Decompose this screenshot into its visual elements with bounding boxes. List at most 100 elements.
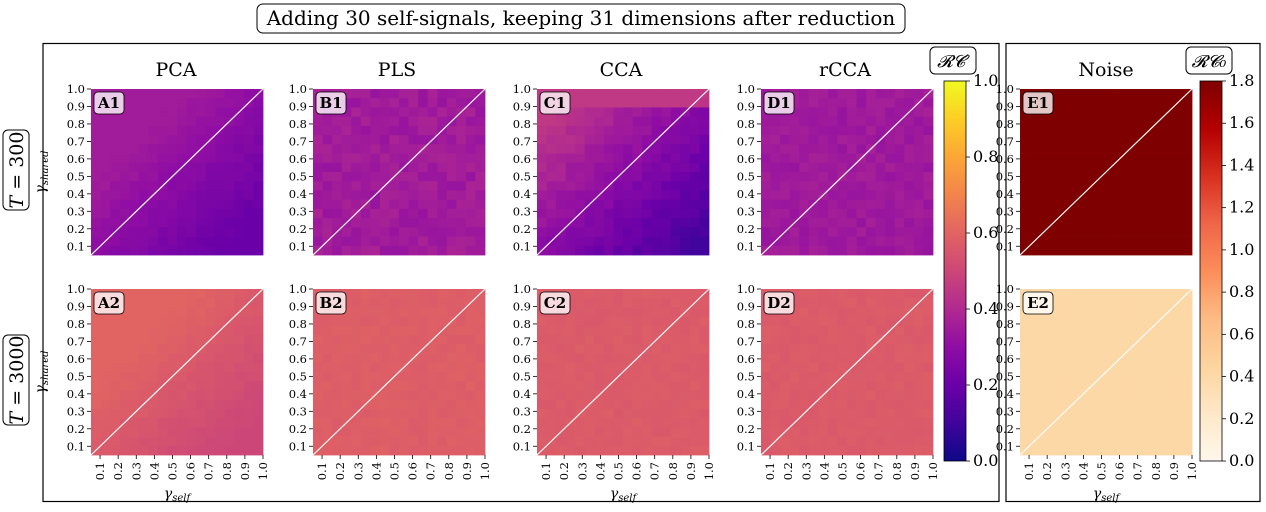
x-tick-label: 0.8 xyxy=(1149,462,1163,480)
x-axis-ticks: 0.1 0.2 0.3 0.4 0.5 0.6 0.7 0.8 0.9 1.0 xyxy=(315,455,492,480)
heatmap-cell xyxy=(770,181,781,191)
heatmap-cell xyxy=(418,98,429,108)
heatmap-cell xyxy=(680,436,691,447)
heatmap-cell xyxy=(661,199,672,210)
heatmap-cell xyxy=(456,325,467,336)
heatmap-cell xyxy=(138,236,149,247)
heatmap-cell xyxy=(313,116,323,127)
heatmap-cell xyxy=(1134,208,1145,219)
heatmap-cell xyxy=(1134,408,1145,419)
heatmap-cell xyxy=(1125,335,1136,345)
heatmap-cell xyxy=(680,372,691,382)
heatmap-cell xyxy=(913,153,924,164)
heatmap-cell xyxy=(1058,381,1069,391)
heatmap-cell xyxy=(770,190,781,201)
heatmap-cell xyxy=(904,335,915,345)
heatmap-cell xyxy=(148,227,159,237)
heatmap-cell xyxy=(642,325,653,336)
heatmap-cell xyxy=(379,427,390,437)
heatmap-cell xyxy=(224,399,235,410)
heatmap-cell xyxy=(437,181,448,191)
heatmap-cell xyxy=(1067,418,1078,428)
heatmap-cell xyxy=(875,162,886,173)
heatmap-cell xyxy=(1163,153,1174,164)
heatmap-cell xyxy=(651,445,662,456)
heatmap-cell xyxy=(584,381,595,391)
heatmap-cell xyxy=(661,298,672,308)
heatmap-cell xyxy=(399,408,409,419)
heatmap-cell xyxy=(446,381,457,391)
heatmap-cell xyxy=(594,236,605,247)
heatmap-cell xyxy=(1048,107,1059,118)
heatmap-cell xyxy=(827,353,838,364)
heatmap-cell xyxy=(224,190,235,201)
heatmap-cell xyxy=(632,399,643,410)
heatmap-cell xyxy=(243,418,254,428)
heatmap-cell xyxy=(837,399,848,410)
heatmap-cell xyxy=(661,316,672,327)
heatmap-cell xyxy=(138,307,149,318)
heatmap-cell xyxy=(157,116,168,127)
heatmap-cell xyxy=(818,218,829,228)
heatmap-cell xyxy=(818,399,829,410)
heatmap-cell xyxy=(847,89,857,99)
heatmap-cell xyxy=(408,107,419,118)
heatmap-cell xyxy=(1048,236,1059,247)
heatmap-cell xyxy=(856,199,867,210)
heatmap-cell xyxy=(234,190,245,201)
heatmap-cell xyxy=(1067,372,1078,382)
heatmap-cell xyxy=(584,408,595,419)
heatmap-cell xyxy=(689,372,700,382)
heatmap-cell xyxy=(827,190,838,201)
heatmap-cell xyxy=(603,399,614,410)
heatmap-cell xyxy=(148,125,159,136)
heatmap-cell xyxy=(1048,427,1059,437)
heatmap-cell xyxy=(1144,144,1155,154)
heatmap-cell xyxy=(399,199,409,210)
heatmap-cell xyxy=(537,190,547,201)
heatmap-cell xyxy=(322,390,333,401)
heatmap-cell xyxy=(603,372,614,382)
heatmap-cell xyxy=(389,190,400,201)
heatmap-cell xyxy=(446,408,457,419)
heatmap-cell xyxy=(408,125,419,136)
heatmap-cell xyxy=(91,436,101,447)
heatmap-cell xyxy=(913,353,924,364)
heatmap-cell xyxy=(1144,236,1155,247)
heatmap-cell xyxy=(341,199,352,210)
panel-badge-label: C1 xyxy=(544,94,566,112)
heatmap-cell xyxy=(1020,153,1030,164)
heatmap-cell xyxy=(789,408,800,419)
heatmap-cell xyxy=(1182,335,1193,345)
heatmap-cell xyxy=(808,172,819,182)
heatmap-cell xyxy=(556,325,567,336)
heatmap-cell xyxy=(1115,316,1126,327)
heatmap-cell xyxy=(780,316,791,327)
heatmap-cell xyxy=(1134,245,1145,256)
heatmap-cell xyxy=(205,316,216,327)
heatmap-cell xyxy=(1144,181,1155,191)
heatmap-cell xyxy=(594,289,605,299)
heatmap-cell xyxy=(234,344,245,354)
heatmap-cell xyxy=(341,344,352,354)
heatmap-cell xyxy=(215,162,226,173)
heatmap-cell xyxy=(224,125,235,136)
heatmap-cell xyxy=(370,172,381,182)
heatmap-cell xyxy=(322,344,333,354)
heatmap-cell xyxy=(866,445,877,456)
heatmap-cell xyxy=(1039,162,1050,173)
heatmap-cell xyxy=(157,190,168,201)
heatmap-cell xyxy=(770,199,781,210)
y-tick-label: 1.0 xyxy=(513,282,531,296)
heatmap-cell xyxy=(780,381,791,391)
heatmap-cell xyxy=(370,89,381,99)
heatmap-cell xyxy=(370,162,381,173)
heatmap-cell xyxy=(1029,445,1040,456)
heatmap-cell xyxy=(670,107,681,118)
heatmap-cell xyxy=(923,181,934,191)
heatmap-cell xyxy=(1077,335,1088,345)
heatmap-cell xyxy=(885,227,896,237)
heatmap-cell xyxy=(546,208,557,219)
heatmap-cell xyxy=(780,245,791,256)
heatmap-cell xyxy=(565,135,576,145)
